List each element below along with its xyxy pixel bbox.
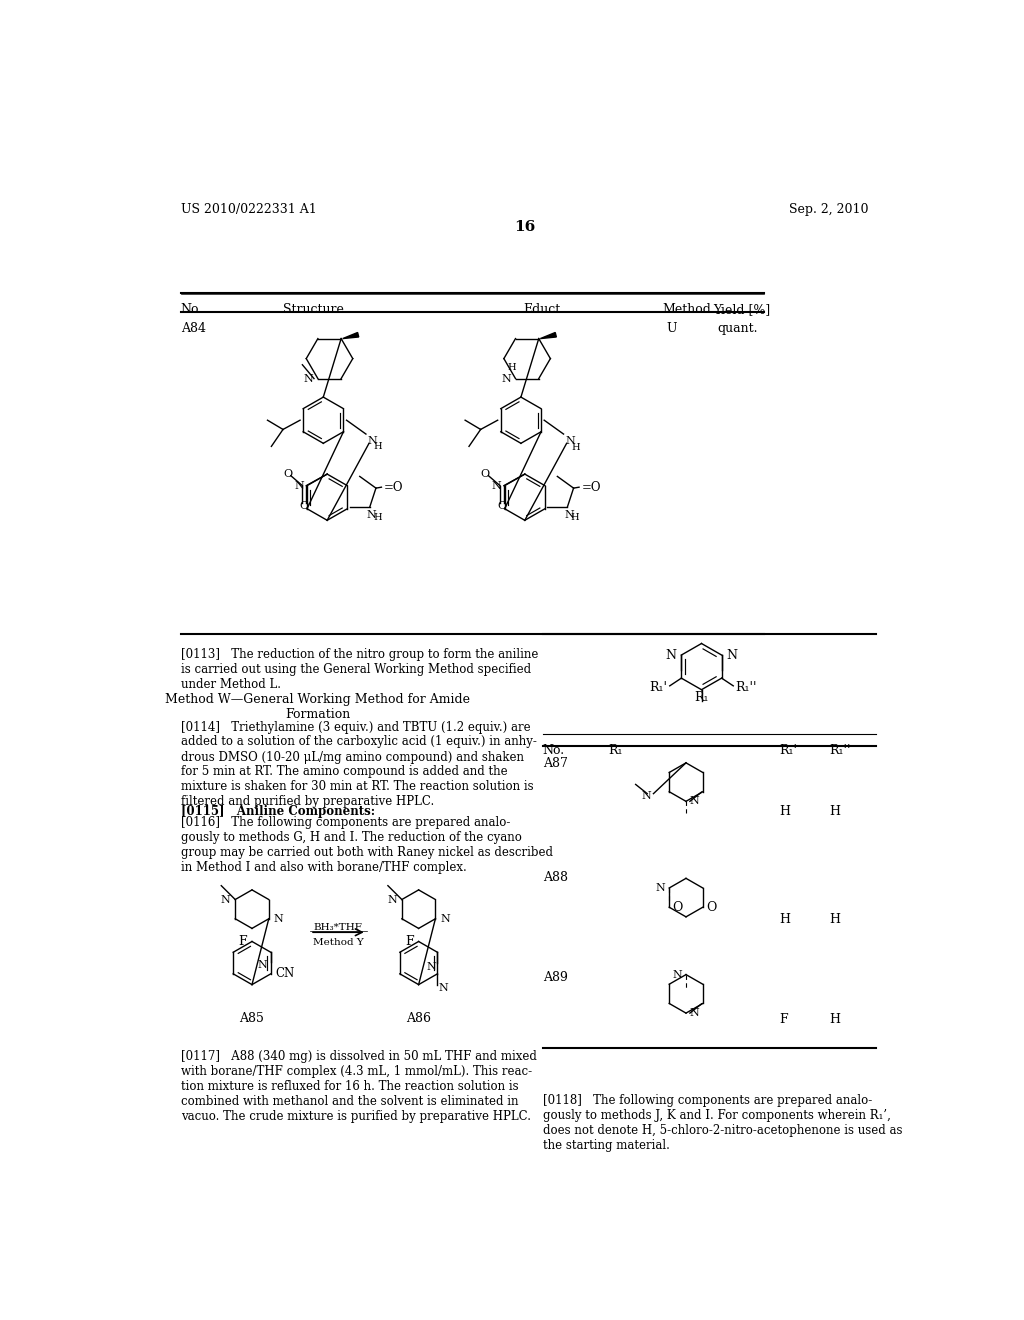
Text: Structure: Structure xyxy=(283,304,344,317)
Text: R₁': R₁' xyxy=(779,743,797,756)
Text: A87: A87 xyxy=(543,758,567,771)
Text: O: O xyxy=(481,469,489,479)
Text: BH₃*THF: BH₃*THF xyxy=(313,923,362,932)
Text: H: H xyxy=(829,805,841,818)
Text: N: N xyxy=(565,436,574,446)
Text: A86: A86 xyxy=(407,1011,431,1024)
Text: O: O xyxy=(706,900,716,913)
Text: CN: CN xyxy=(275,968,295,981)
Text: R₁: R₁ xyxy=(694,690,709,704)
Text: 16: 16 xyxy=(514,220,536,234)
Text: N: N xyxy=(564,510,573,520)
Text: N: N xyxy=(655,883,666,892)
Text: Sep. 2, 2010: Sep. 2, 2010 xyxy=(790,203,869,216)
Text: [0116]   The following components are prepared analo-
gously to methods G, H and: [0116] The following components are prep… xyxy=(180,816,553,874)
Text: N: N xyxy=(440,913,450,924)
Text: N: N xyxy=(726,648,737,661)
Text: [0113]   The reduction of the nitro group to form the aniline
is carried out usi: [0113] The reduction of the nitro group … xyxy=(180,648,538,692)
Text: [0118]   The following components are prepared analo-
gously to methods J, K and: [0118] The following components are prep… xyxy=(543,1094,902,1152)
Text: R₁'': R₁'' xyxy=(829,743,851,756)
Text: A85: A85 xyxy=(240,1011,264,1024)
Text: =O: =O xyxy=(384,480,403,494)
Polygon shape xyxy=(541,333,556,339)
Text: Method W—General Working Method for Amide
Formation: Method W—General Working Method for Amid… xyxy=(165,693,470,721)
Text: N: N xyxy=(641,791,651,801)
Text: [0114]   Triethylamine (3 equiv.) and TBTU (1.2 equiv.) are
added to a solution : [0114] Triethylamine (3 equiv.) and TBTU… xyxy=(180,721,537,808)
Text: N: N xyxy=(673,970,682,979)
Text: H: H xyxy=(779,913,790,927)
Text: =O: =O xyxy=(582,480,601,494)
Text: H: H xyxy=(829,1014,841,1026)
Text: N: N xyxy=(221,895,230,904)
Text: N: N xyxy=(368,436,377,446)
Text: H: H xyxy=(571,444,580,453)
Text: R₁'': R₁'' xyxy=(735,681,757,694)
Text: Yield [%]: Yield [%] xyxy=(713,304,770,317)
Text: N: N xyxy=(689,1008,698,1018)
Text: F: F xyxy=(406,935,414,948)
Text: N: N xyxy=(689,796,698,807)
Text: Method: Method xyxy=(663,304,712,317)
Text: N: N xyxy=(387,895,397,904)
Text: F: F xyxy=(779,1014,787,1026)
Text: No.: No. xyxy=(180,304,203,317)
Text: O: O xyxy=(497,502,506,511)
Text: N: N xyxy=(258,960,267,970)
Text: N: N xyxy=(492,480,502,491)
Text: H: H xyxy=(373,512,382,521)
Text: Educt: Educt xyxy=(523,304,560,317)
Text: quant.: quant. xyxy=(717,322,758,335)
Text: U: U xyxy=(667,322,677,335)
Text: H: H xyxy=(570,512,580,521)
Text: H: H xyxy=(507,363,516,372)
Text: N: N xyxy=(666,648,677,661)
Text: [0115]   Aniline Components:: [0115] Aniline Components: xyxy=(180,805,375,818)
Text: N: N xyxy=(273,913,284,924)
Text: R₁': R₁' xyxy=(649,681,668,694)
Text: [0117]   A88 (340 mg) is dissolved in 50 mL THF and mixed
with borane/THF comple: [0117] A88 (340 mg) is dissolved in 50 m… xyxy=(180,1051,537,1123)
Text: Method Y: Method Y xyxy=(312,939,364,948)
Text: H: H xyxy=(374,442,382,450)
Text: F: F xyxy=(239,935,248,948)
Text: N: N xyxy=(501,374,511,384)
Polygon shape xyxy=(343,333,358,339)
Text: A88: A88 xyxy=(543,871,567,883)
Text: N: N xyxy=(303,374,313,384)
Text: R₁: R₁ xyxy=(608,743,623,756)
Text: O: O xyxy=(284,469,292,479)
Text: N: N xyxy=(294,480,304,491)
Text: N: N xyxy=(367,510,376,520)
Text: N: N xyxy=(438,983,449,993)
Text: O: O xyxy=(299,502,308,511)
Text: No.: No. xyxy=(543,743,565,756)
Text: US 2010/0222331 A1: US 2010/0222331 A1 xyxy=(180,203,316,216)
Text: H: H xyxy=(829,913,841,927)
Text: O: O xyxy=(673,900,683,913)
Text: A84: A84 xyxy=(180,322,206,335)
Text: A89: A89 xyxy=(543,970,567,983)
Text: N: N xyxy=(426,961,436,972)
Text: H: H xyxy=(779,805,790,818)
